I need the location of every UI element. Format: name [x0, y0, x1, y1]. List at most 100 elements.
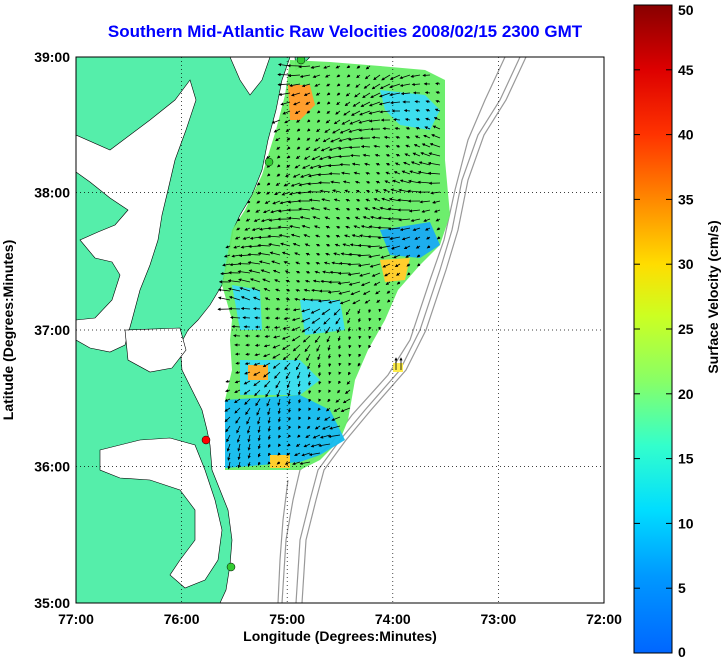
velocity-arrow — [311, 155, 321, 160]
velocity-arrow — [380, 254, 391, 259]
velocity-arrow — [375, 172, 381, 176]
velocity-arrow — [314, 83, 321, 87]
velocity-arrow — [404, 153, 411, 157]
velocity-arrow — [350, 290, 361, 296]
velocity-arrow — [225, 245, 231, 249]
velocity-arrow — [424, 126, 431, 130]
velocity-arrow — [326, 335, 331, 343]
velocity-arrow — [317, 362, 322, 369]
velocity-arrow — [296, 137, 301, 141]
velocity-arrow — [346, 65, 351, 69]
velocity-arrow — [297, 434, 301, 438]
velocity-arrow — [365, 181, 371, 185]
velocity-arrow — [393, 171, 401, 175]
velocity-arrow — [306, 353, 311, 362]
velocity-arrow — [267, 452, 272, 457]
velocity-arrow — [348, 128, 361, 133]
velocity-arrow — [277, 398, 281, 407]
velocity-arrow — [288, 425, 292, 430]
velocity-arrow — [274, 371, 281, 379]
velocity-arrow — [347, 272, 361, 277]
velocity-arrow — [399, 227, 411, 232]
velocity-arrow — [410, 74, 421, 78]
velocity-arrow — [358, 119, 371, 124]
velocity-arrow — [426, 245, 431, 249]
velocity-arrow — [277, 443, 282, 448]
velocity-arrow — [277, 416, 282, 423]
velocity-arrow — [305, 262, 311, 266]
velocity-arrow — [292, 308, 301, 312]
velocity-arrow — [278, 434, 282, 439]
x-tick-label: 75:00 — [269, 611, 305, 627]
velocity-arrow — [336, 92, 341, 96]
velocity-arrow — [385, 163, 391, 166]
velocity-arrow — [389, 74, 401, 80]
velocity-arrow — [339, 128, 351, 134]
velocity-arrow — [328, 299, 341, 304]
velocity-arrow — [240, 306, 251, 311]
velocity-arrow — [306, 128, 311, 132]
velocity-arrow — [378, 317, 382, 322]
velocity-arrow — [335, 234, 341, 238]
velocity-arrow — [263, 353, 271, 358]
velocity-arrow — [424, 91, 431, 95]
velocity-arrow — [389, 83, 401, 89]
velocity-arrow — [324, 74, 331, 78]
y-tick-label: 37:00 — [34, 322, 70, 338]
velocity-arrow — [335, 65, 341, 69]
x-tick-label: 73:00 — [480, 611, 516, 627]
velocity-arrow — [299, 74, 311, 78]
velocity-arrow — [308, 389, 312, 395]
velocity-arrow — [267, 416, 271, 424]
velocity-arrow — [284, 461, 291, 465]
velocity-arrow — [278, 233, 291, 238]
velocity-arrow — [226, 443, 231, 452]
velocity-arrow — [263, 288, 271, 292]
velocity-arrow — [367, 245, 381, 249]
velocity-arrow — [305, 271, 311, 275]
velocity-arrow — [314, 425, 321, 430]
velocity-arrow — [358, 317, 362, 323]
velocity-arrow — [255, 398, 261, 407]
velocity-arrow — [344, 234, 351, 238]
velocity-arrow — [396, 272, 401, 276]
velocity-arrow — [256, 407, 261, 416]
velocity-arrow — [286, 452, 291, 456]
velocity-arrow — [294, 110, 301, 114]
velocity-arrow — [391, 245, 401, 250]
velocity-arrow — [351, 234, 361, 238]
velocity-arrow — [318, 371, 322, 377]
velocity-arrow — [355, 83, 361, 88]
colorbar-tick-label: 35 — [678, 191, 694, 207]
velocity-arrow — [333, 308, 341, 316]
velocity-arrow — [257, 461, 261, 466]
velocity-arrow — [294, 353, 301, 362]
velocity-arrow — [285, 128, 291, 132]
velocity-arrow — [275, 380, 281, 389]
velocity-arrow — [267, 461, 271, 465]
velocity-arrow — [426, 236, 431, 240]
velocity-arrow — [254, 343, 261, 347]
velocity-arrow — [326, 101, 331, 105]
velocity-arrow — [405, 136, 411, 140]
velocity-arrow — [327, 164, 341, 168]
velocity-arrow — [364, 299, 371, 304]
velocity-arrow — [272, 269, 281, 274]
velocity-arrow — [416, 263, 421, 267]
colorbar-tick-label: 25 — [678, 321, 694, 337]
velocity-arrow — [304, 344, 311, 353]
velocity-arrow — [269, 251, 281, 256]
velocity-arrow — [436, 236, 441, 240]
velocity-arrow — [336, 226, 341, 230]
velocity-arrow — [348, 281, 361, 286]
velocity-arrow — [287, 389, 291, 397]
velocity-arrow — [286, 146, 291, 150]
velocity-arrow — [223, 254, 231, 258]
velocity-arrow — [325, 225, 331, 229]
velocity-arrow — [311, 317, 321, 324]
velocity-arrow — [394, 263, 401, 268]
velocity-arrow — [336, 74, 341, 78]
velocity-arrow — [357, 308, 361, 315]
velocity-arrow — [292, 344, 301, 352]
velocity-arrow — [375, 290, 381, 295]
